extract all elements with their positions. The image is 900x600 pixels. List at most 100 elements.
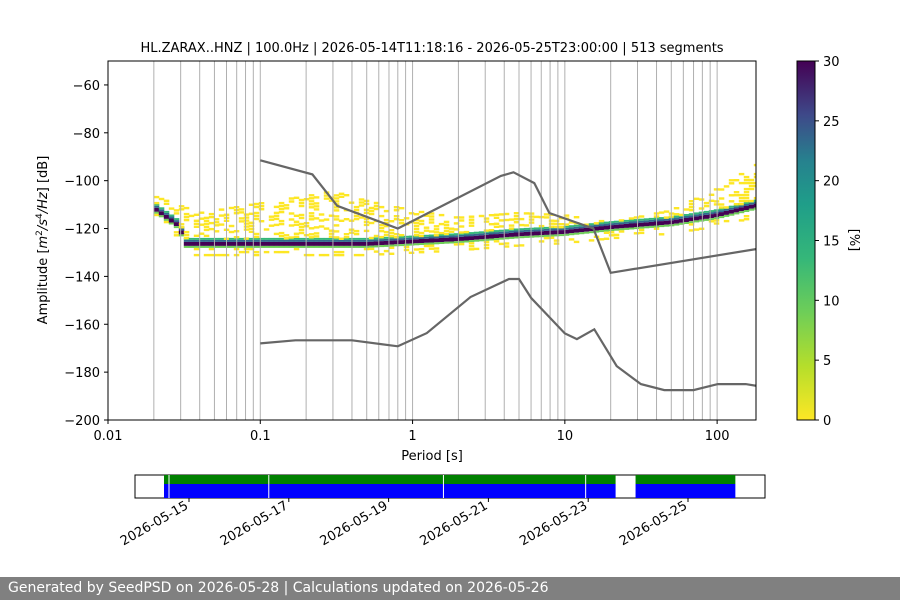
density-cell xyxy=(558,226,565,229)
density-cell xyxy=(388,229,395,232)
density-cell xyxy=(418,239,425,243)
date-tick-label: 2026-05-17 xyxy=(218,498,291,549)
density-cell xyxy=(243,219,250,222)
density-cell xyxy=(743,181,750,185)
density-cell xyxy=(183,218,190,222)
density-cell xyxy=(263,241,270,246)
density-cell xyxy=(338,253,345,257)
density-cell xyxy=(188,239,195,242)
density-cell xyxy=(163,218,170,221)
period-grid xyxy=(153,61,718,420)
density-cell xyxy=(278,239,285,242)
density-cell xyxy=(173,222,180,227)
density-cell xyxy=(508,232,515,237)
density-cell xyxy=(743,210,750,212)
density-cell xyxy=(488,223,495,226)
density-cell xyxy=(713,217,720,220)
density-cell xyxy=(428,234,435,237)
density-cell xyxy=(568,225,575,228)
density-cell xyxy=(293,239,300,242)
density-cell xyxy=(533,231,540,236)
density-cell xyxy=(423,226,430,229)
density-cell xyxy=(723,214,730,217)
density-cell xyxy=(338,239,345,242)
density-cell xyxy=(728,182,735,185)
density-cell xyxy=(438,213,445,217)
density-cell xyxy=(393,236,400,239)
density-cell xyxy=(713,203,720,206)
density-cell xyxy=(328,245,335,248)
density-cell xyxy=(703,212,710,215)
density-cell xyxy=(618,224,625,229)
density-cell xyxy=(633,219,640,222)
density-cell xyxy=(193,241,200,246)
density-cell xyxy=(713,200,720,203)
density-cell xyxy=(743,206,750,210)
density-cell xyxy=(333,250,340,254)
density-cell xyxy=(253,241,260,246)
density-cell xyxy=(248,212,255,215)
density-cell xyxy=(543,234,550,237)
density-cell xyxy=(488,214,495,217)
density-cell xyxy=(228,230,235,234)
density-cell xyxy=(153,211,160,214)
x-axis: 0.01 0.1 1 10 100 xyxy=(94,420,730,444)
density-cell xyxy=(278,204,285,208)
density-cell xyxy=(433,231,440,234)
density-cell xyxy=(568,238,575,241)
density-cell xyxy=(428,247,435,250)
density-cell xyxy=(473,231,480,234)
density-cell xyxy=(313,208,320,211)
density-cell xyxy=(258,208,265,211)
density-cell xyxy=(748,187,755,191)
density-cell xyxy=(383,230,390,234)
density-cell xyxy=(343,237,350,240)
density-cell xyxy=(648,219,655,222)
density-cell xyxy=(548,219,555,222)
density-cell xyxy=(258,237,265,240)
density-cell xyxy=(383,238,390,241)
density-cell xyxy=(228,224,235,228)
density-cell xyxy=(203,241,210,246)
density-cell xyxy=(278,234,285,238)
colorbar: 0 5 10 15 20 25 30 [%] xyxy=(796,55,861,429)
density-cell xyxy=(188,245,195,248)
density-cell xyxy=(318,219,325,222)
nhnm-curve xyxy=(260,159,756,275)
density-cell xyxy=(398,207,405,210)
density-cell xyxy=(713,219,720,222)
density-cell xyxy=(418,248,425,251)
density-cell xyxy=(288,241,295,246)
density-cell xyxy=(483,240,490,244)
density-cell xyxy=(693,212,700,215)
density-cell xyxy=(333,237,340,240)
density-cell xyxy=(558,234,565,237)
density-cell xyxy=(193,219,200,222)
density-cell xyxy=(308,197,315,200)
density-cell xyxy=(343,239,350,242)
colorbar-tick-label: 10 xyxy=(823,294,840,309)
density-cell xyxy=(513,218,520,221)
density-cell xyxy=(423,242,430,245)
density-cell xyxy=(213,237,220,240)
density-cell xyxy=(693,220,700,223)
density-cell xyxy=(288,245,295,248)
density-cell xyxy=(753,201,756,204)
density-cell xyxy=(728,207,735,210)
density-cell xyxy=(168,222,175,225)
density-cell xyxy=(688,203,695,206)
density-cell xyxy=(688,213,695,216)
density-cell xyxy=(593,224,600,227)
density-cell xyxy=(673,223,680,226)
density-cell xyxy=(323,241,330,246)
density-cell xyxy=(358,241,365,246)
density-cell xyxy=(573,226,580,229)
density-cell xyxy=(253,239,260,242)
density-cell xyxy=(603,225,610,230)
density-cell xyxy=(263,237,270,240)
density-cell xyxy=(378,239,385,242)
density-cell xyxy=(553,228,560,231)
density-cell xyxy=(323,197,330,200)
density-cell xyxy=(453,241,460,244)
density-cell xyxy=(308,236,315,239)
